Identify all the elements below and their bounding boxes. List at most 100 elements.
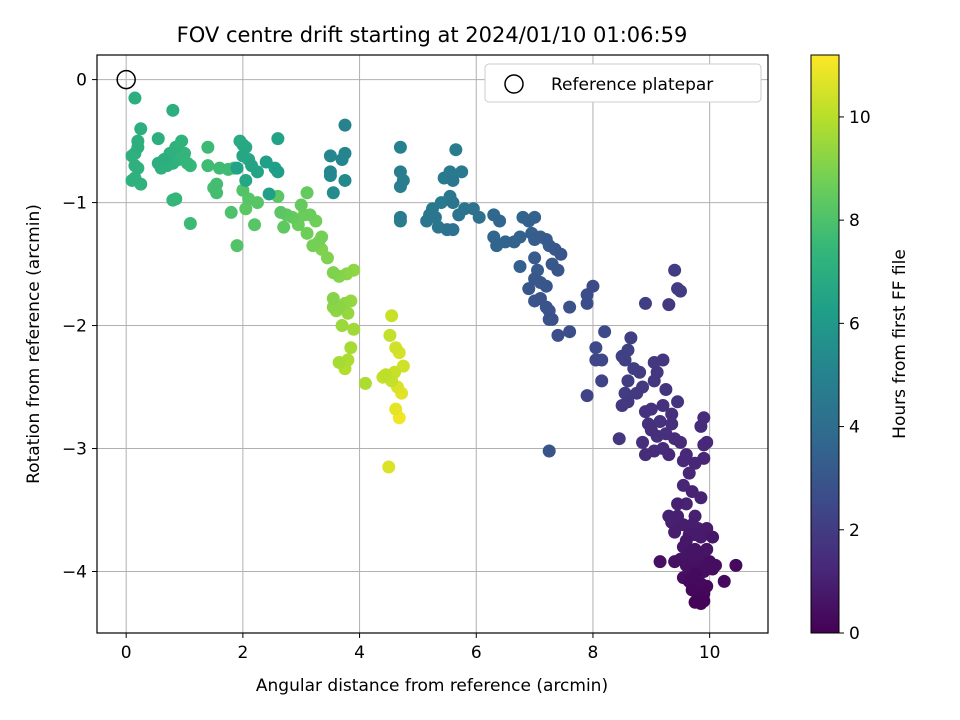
- data-point: [446, 196, 460, 210]
- data-point: [595, 353, 609, 367]
- legend-label: Reference platepar: [551, 75, 713, 95]
- data-point: [134, 122, 148, 136]
- data-point: [183, 216, 197, 230]
- data-point: [271, 165, 285, 179]
- data-point: [131, 140, 145, 154]
- data-point: [335, 319, 349, 333]
- data-point: [633, 365, 647, 379]
- data-point: [166, 103, 180, 117]
- data-point: [580, 296, 594, 310]
- data-point: [697, 594, 711, 608]
- data-point: [128, 159, 142, 173]
- data-point: [528, 210, 542, 224]
- data-point: [671, 497, 685, 511]
- data-point: [636, 380, 650, 394]
- data-point: [382, 460, 396, 474]
- colorbar-tick-label: 8: [849, 211, 860, 231]
- data-point: [326, 186, 340, 200]
- data-point: [393, 140, 407, 154]
- x-ticks: 0 2 4 6 8 10: [121, 633, 720, 663]
- y-tick-label: −1: [62, 194, 87, 214]
- colorbar-tick-label: 0: [849, 624, 860, 644]
- colorbar-fill: [810, 54, 840, 634]
- data-point: [306, 239, 320, 253]
- data-point: [332, 355, 346, 369]
- colorbar-tick-label: 10: [849, 108, 871, 128]
- data-point: [662, 509, 676, 523]
- data-point: [647, 374, 661, 388]
- y-tick-label: 0: [76, 71, 87, 91]
- data-point: [379, 368, 393, 382]
- data-point: [539, 279, 553, 293]
- data-point: [344, 341, 358, 355]
- data-point: [662, 298, 676, 312]
- data-point: [262, 187, 276, 201]
- data-point: [358, 376, 372, 390]
- data-point: [446, 223, 460, 237]
- data-point: [688, 456, 702, 470]
- data-point: [201, 140, 215, 154]
- legend-box: [484, 63, 762, 103]
- data-point: [446, 173, 460, 187]
- data-point: [420, 214, 434, 228]
- data-point: [542, 444, 556, 458]
- grid: [97, 55, 768, 633]
- data-point: [338, 118, 352, 132]
- data-point: [688, 567, 702, 581]
- data-point: [250, 165, 264, 179]
- data-point: [493, 214, 507, 228]
- data-point: [700, 542, 714, 556]
- data-point: [449, 143, 463, 157]
- data-point: [300, 186, 314, 200]
- data-point: [224, 205, 238, 219]
- data-point: [513, 230, 527, 244]
- data-point: [323, 165, 337, 179]
- data-point: [472, 210, 486, 224]
- data-point: [528, 251, 542, 265]
- data-point: [679, 534, 693, 548]
- data-point: [210, 186, 224, 200]
- data-point: [236, 183, 250, 197]
- reference-marker: [116, 69, 136, 90]
- y-ticks: 0 −1 −2 −3 −4: [62, 71, 97, 583]
- data-point: [653, 555, 667, 569]
- x-tick-label: 6: [471, 643, 482, 663]
- data-point: [277, 220, 291, 234]
- data-point: [151, 156, 165, 170]
- data-point: [563, 300, 577, 314]
- x-tick-label: 8: [588, 643, 599, 663]
- data-point: [612, 432, 626, 446]
- data-point: [668, 263, 682, 277]
- data-point: [151, 132, 165, 146]
- data-point: [347, 322, 361, 336]
- data-point: [385, 309, 399, 323]
- data-point: [636, 435, 650, 449]
- data-point: [580, 389, 594, 403]
- data-point: [338, 173, 352, 187]
- data-point: [230, 239, 244, 253]
- data-point: [250, 196, 264, 210]
- data-point: [303, 208, 317, 222]
- data-point: [128, 91, 142, 105]
- data-point: [389, 402, 403, 416]
- data-point: [169, 192, 183, 206]
- y-tick-label: −3: [62, 440, 87, 460]
- data-point: [554, 247, 568, 261]
- data-point: [542, 312, 556, 326]
- data-point: [551, 263, 565, 277]
- data-point: [589, 341, 603, 355]
- data-point: [326, 291, 340, 305]
- legend: Reference platepar: [484, 63, 762, 103]
- y-axis-label: Rotation from reference (arcmin): [24, 204, 44, 484]
- data-point: [644, 402, 658, 416]
- x-tick-label: 0: [121, 643, 132, 663]
- data-point: [673, 435, 687, 449]
- data-point: [665, 417, 679, 431]
- data-point: [551, 328, 565, 342]
- data-point: [656, 353, 670, 367]
- data-point: [700, 435, 714, 449]
- data-point: [513, 260, 527, 274]
- data-point: [638, 296, 652, 310]
- data-point: [656, 398, 670, 412]
